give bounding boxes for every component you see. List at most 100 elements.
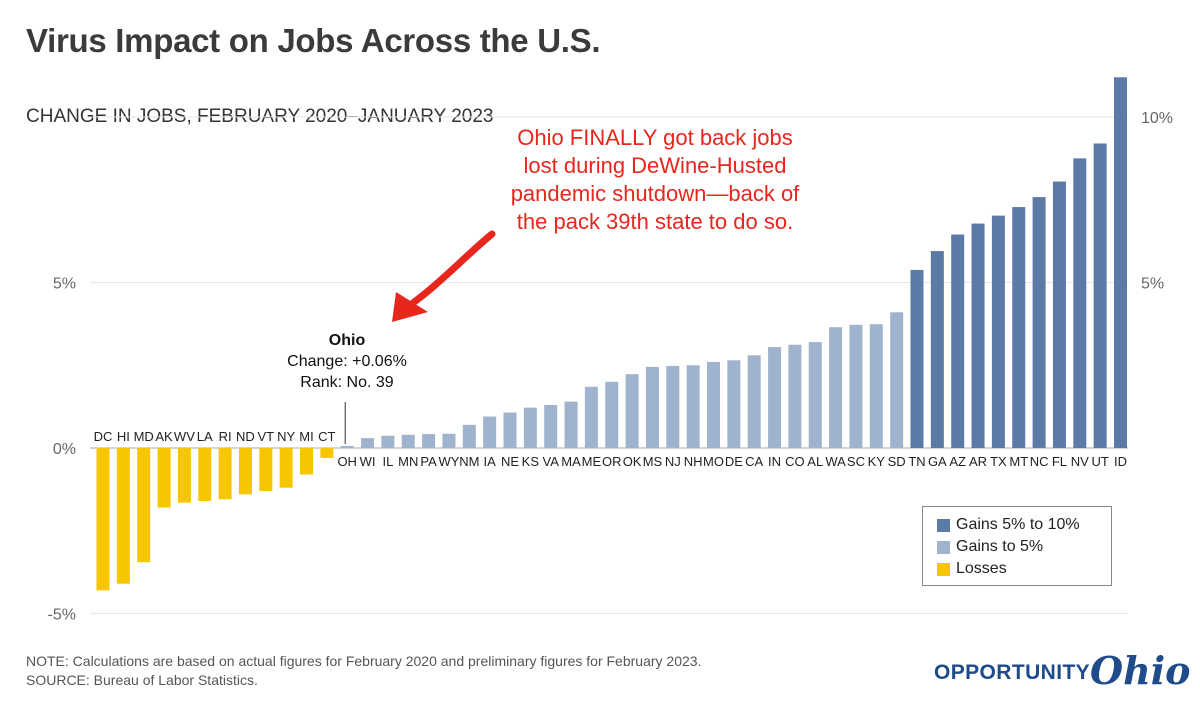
bar-SD	[890, 312, 904, 448]
category-label: WV	[174, 429, 195, 444]
annotation-line: Ohio FINALLY got back jobs	[517, 125, 793, 150]
category-label: UT	[1091, 454, 1108, 469]
footnote: NOTE: Calculations are based on actual f…	[26, 652, 701, 690]
bar-OK	[625, 374, 639, 448]
category-label: PA	[420, 454, 437, 469]
bar-AL	[808, 342, 822, 448]
category-label: NE	[501, 454, 519, 469]
category-label: MN	[398, 454, 418, 469]
annotation-line: lost during DeWine-Husted	[523, 153, 787, 178]
bar-DE	[727, 360, 741, 448]
category-label: OH	[337, 454, 357, 469]
note-text: NOTE: Calculations are based on actual f…	[26, 653, 702, 669]
ohio-callout: Ohio Change: +0.06% Rank: No. 39	[262, 330, 432, 393]
category-label: VA	[543, 454, 560, 469]
category-label: RI	[219, 429, 232, 444]
category-label: AK	[155, 429, 173, 444]
ohio-callout-change: Change: +0.06%	[287, 353, 407, 370]
category-label: NY	[277, 429, 295, 444]
legend-label: Gains 5% to 10%	[956, 516, 1080, 533]
bar-IL	[381, 435, 395, 448]
category-label: OK	[623, 454, 642, 469]
category-label: ME	[582, 454, 602, 469]
bar-OH	[340, 446, 354, 448]
category-label: MI	[299, 429, 313, 444]
category-label: GA	[928, 454, 947, 469]
category-label: CO	[785, 454, 805, 469]
category-label: MT	[1009, 454, 1028, 469]
category-label: HI	[117, 429, 130, 444]
category-label: ND	[236, 429, 255, 444]
legend-swatch	[937, 518, 950, 532]
category-label: IA	[484, 454, 497, 469]
annotation-line: the pack 39th state to do so.	[516, 209, 794, 234]
bar-WA	[829, 327, 843, 448]
legend-label: Losses	[956, 560, 1007, 577]
bar-KS	[523, 407, 537, 448]
category-label: WA	[825, 454, 846, 469]
category-label: AL	[807, 454, 823, 469]
bar-NH	[686, 365, 700, 448]
y-tick-left: 0%	[53, 441, 76, 458]
bar-LA	[198, 448, 212, 501]
bar-CA	[747, 355, 761, 448]
ohio-callout-name: Ohio	[328, 332, 366, 349]
category-label: OR	[602, 454, 622, 469]
category-label: MO	[703, 454, 724, 469]
legend: Gains 5% to 10% Gains to 5% Losses	[922, 506, 1112, 586]
legend-label: Gains to 5%	[956, 538, 1044, 555]
source-text: SOURCE: Bureau of Labor Statistics.	[26, 672, 258, 688]
category-label: FL	[1052, 454, 1067, 469]
category-label: NC	[1030, 454, 1049, 469]
annotation-line: pandemic shutdown—back of	[510, 181, 800, 206]
category-label: LA	[197, 429, 213, 444]
category-label: SD	[888, 454, 906, 469]
bar-CT	[320, 448, 334, 458]
bar-TN	[910, 269, 924, 448]
legend-item: Losses	[937, 559, 1007, 579]
bar-AK	[157, 448, 171, 508]
bar-VA	[544, 404, 558, 448]
chart-title: Virus Impact on Jobs Across the U.S.	[26, 22, 601, 59]
bar-NJ	[666, 365, 680, 448]
bar-TX	[991, 215, 1005, 448]
y-tick-left: 5%	[53, 276, 76, 293]
bar-AR	[971, 223, 985, 448]
bar-WV	[177, 448, 191, 503]
category-label: KS	[522, 454, 540, 469]
bar-IA	[483, 416, 497, 448]
legend-item: Gains to 5%	[937, 537, 1043, 557]
bar-ND	[238, 448, 252, 495]
category-label: TX	[990, 454, 1007, 469]
y-tick-right: 10%	[1141, 110, 1173, 127]
bar-SC	[849, 324, 863, 448]
bar-GA	[930, 251, 944, 448]
axis-ticks: 5% 0% -5% 10% 5%	[48, 110, 1173, 624]
bar-VT	[259, 448, 273, 492]
y-tick-right: 5%	[1141, 276, 1164, 293]
category-label: TN	[908, 454, 925, 469]
category-label: MS	[643, 454, 663, 469]
category-label: NM	[459, 454, 479, 469]
legend-swatch	[937, 540, 950, 554]
y-tick-left: -5%	[48, 607, 76, 624]
bar-MI	[300, 448, 313, 475]
bar-MA	[564, 401, 578, 448]
category-label: CA	[745, 454, 763, 469]
category-label: NH	[684, 454, 703, 469]
category-label: IN	[768, 454, 781, 469]
bar-HI	[116, 448, 130, 584]
category-label: DE	[725, 454, 743, 469]
category-label: DC	[94, 429, 113, 444]
bar-MT	[1012, 207, 1026, 448]
category-label: MD	[134, 429, 154, 444]
category-label: MA	[561, 454, 581, 469]
bar-WI	[361, 438, 375, 448]
category-label: WY	[438, 454, 459, 469]
category-label: CT	[318, 429, 335, 444]
bar-MN	[401, 434, 415, 448]
bar-CO	[788, 344, 802, 448]
legend-item: Gains 5% to 10%	[937, 515, 1080, 535]
bar-MD	[137, 448, 151, 563]
